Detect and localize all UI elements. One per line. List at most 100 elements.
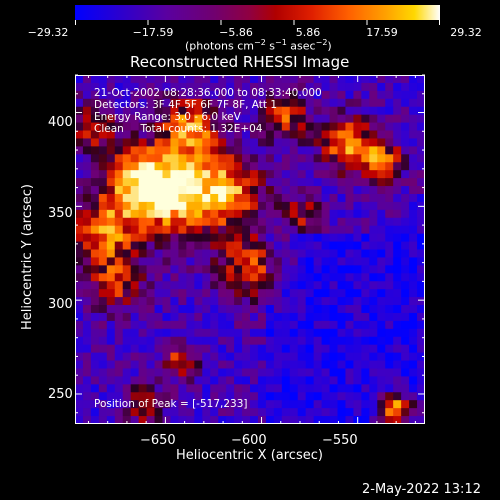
heatmap-cell <box>178 146 187 155</box>
heatmap-cell <box>289 344 299 354</box>
heatmap-cell <box>178 257 187 266</box>
heatmap-cell <box>409 233 418 243</box>
heatmap-cell <box>273 170 283 179</box>
heatmap-cell <box>345 384 354 393</box>
heatmap-cell <box>234 82 243 92</box>
heatmap-cell <box>242 90 251 100</box>
heatmap-cell <box>281 201 291 211</box>
heatmap-cell <box>353 138 362 147</box>
heatmap-cell <box>313 257 323 266</box>
heatmap-cell <box>417 384 425 393</box>
heatmap-cell <box>353 368 362 378</box>
heatmap-cell <box>281 186 291 195</box>
heatmap-cell <box>186 273 195 282</box>
heatmap-cell <box>361 281 370 290</box>
heatmap-cell <box>393 130 402 140</box>
heatmap-cell <box>194 106 203 116</box>
heatmap-cell <box>417 336 425 346</box>
heatmap-cell <box>401 162 410 171</box>
heatmap-cell <box>329 392 339 401</box>
heatmap-cell <box>329 408 339 417</box>
heatmap-cell <box>226 328 235 338</box>
heatmap-cell <box>353 106 362 116</box>
heatmap-cell <box>194 352 203 362</box>
heatmap-cell <box>226 305 235 314</box>
heatmap-cell <box>186 130 195 140</box>
heatmap-cell <box>305 217 315 227</box>
heatmap-cell <box>154 392 164 401</box>
heatmap-cell <box>194 178 203 187</box>
heatmap-cell <box>401 376 410 385</box>
heatmap-cell <box>337 392 347 401</box>
heatmap-cell <box>202 376 211 385</box>
heatmap-cell <box>313 82 323 92</box>
heatmap-cell <box>178 376 187 385</box>
heatmap-cell <box>393 193 402 203</box>
heatmap-cell <box>409 297 418 306</box>
heatmap-cell <box>130 186 140 195</box>
heatmap-cell <box>114 392 124 401</box>
heatmap-cell <box>385 233 394 243</box>
heatmap-cell <box>90 297 100 306</box>
heatmap-cell <box>90 376 100 385</box>
heatmap-cell <box>90 289 100 298</box>
heatmap-cell <box>361 75 370 84</box>
heatmap-cell <box>321 209 331 219</box>
heatmap-cell <box>385 400 394 409</box>
heatmap-cell <box>82 257 92 266</box>
heatmap-cell <box>226 186 235 195</box>
chart-title: Reconstructed RHESSI Image <box>130 53 350 71</box>
colorbar-tick-marks <box>75 20 440 26</box>
heatmap-cell <box>313 209 323 219</box>
heatmap-cell <box>114 400 124 409</box>
heatmap-cell <box>138 233 148 243</box>
heatmap-cell <box>218 75 227 84</box>
heatmap-cell <box>337 75 347 84</box>
heatmap-cell <box>170 241 179 251</box>
heatmap-cell <box>242 146 251 155</box>
heatmap-cell <box>281 281 291 290</box>
heatmap-cell <box>90 114 100 124</box>
heatmap-cell <box>210 416 219 424</box>
heatmap-cell <box>114 170 124 179</box>
heatmap-cell <box>417 193 425 203</box>
heatmap-cell <box>75 265 84 274</box>
heatmap-cell <box>393 82 402 92</box>
heatmap-cell <box>313 289 323 298</box>
heatmap-cell <box>226 241 235 251</box>
heatmap-cell <box>202 178 211 187</box>
heatmap-cell <box>265 249 275 259</box>
heatmap-cell <box>186 241 195 251</box>
heatmap-cell <box>226 146 235 155</box>
heatmap-cell <box>75 392 84 401</box>
heatmap <box>75 75 425 424</box>
heatmap-cell <box>106 193 116 203</box>
heatmap-cell <box>409 344 418 354</box>
heatmap-cell <box>178 209 187 219</box>
heatmap-cell <box>329 225 339 235</box>
heatmap-cell <box>242 98 251 108</box>
heatmap-cell <box>337 408 347 417</box>
heatmap-cell <box>409 75 418 84</box>
x-axis-label: Heliocentric X (arcsec) <box>176 448 323 463</box>
heatmap-cell <box>218 368 227 378</box>
heatmap-cell <box>377 122 386 132</box>
heatmap-cell <box>194 368 203 378</box>
heatmap-cell <box>401 273 410 282</box>
heatmap-cell <box>305 170 315 179</box>
heatmap-cell <box>186 328 195 338</box>
heatmap-cell <box>194 376 203 385</box>
heatmap-cell <box>409 408 418 417</box>
heatmap-cell <box>401 392 410 401</box>
heatmap-cell <box>361 170 370 179</box>
heatmap-cell <box>138 416 148 424</box>
heatmap-cell <box>202 162 211 171</box>
heatmap-cell <box>321 249 331 259</box>
heatmap-cell <box>146 289 156 298</box>
heatmap-cell <box>98 225 108 235</box>
heatmap-cell <box>178 106 187 116</box>
heatmap-cell <box>409 328 418 338</box>
heatmap-cell <box>417 114 425 124</box>
heatmap-cell <box>305 344 315 354</box>
heatmap-cell <box>345 170 354 179</box>
